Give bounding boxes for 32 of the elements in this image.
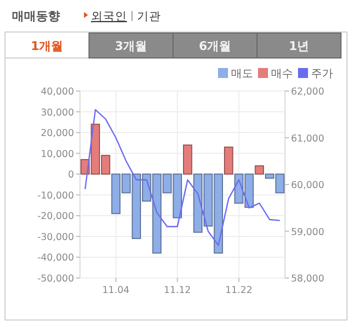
y-tick-label: 0 (68, 170, 74, 181)
text: 6개월 (198, 39, 232, 53)
legend-label: 매수 (271, 67, 293, 80)
y-tick-label: 20,000 (40, 128, 74, 140)
legend-label: 주가 (311, 67, 333, 80)
bar (254, 165, 264, 175)
bar (224, 146, 234, 175)
y2-tick-label: 62,000 (291, 86, 324, 98)
x-tick-label: 11.12 (164, 285, 191, 296)
chart-title: 매매동향 (12, 9, 60, 23)
x-tick-label: 11.22 (225, 285, 252, 296)
x-tick-label: 11.04 (102, 285, 130, 296)
y-tick-label: 40,000 (40, 86, 74, 98)
legend-label: 매도 (231, 67, 253, 80)
bar (183, 144, 192, 175)
y2-tick-label: 60,000 (291, 180, 324, 191)
y-tick-label: 10,000 (40, 148, 74, 160)
y2-tick-label: 61,000 (291, 133, 324, 144)
text: 기관 (137, 9, 161, 23)
text: 3개월 (114, 39, 148, 53)
y-tick-label: -50,000 (37, 274, 74, 284)
text: 1개월 (30, 39, 64, 53)
y-tick-label: -40,000 (37, 252, 74, 264)
line-series (84, 109, 281, 246)
y-tick-label: -10,000 (37, 190, 74, 202)
y-tick-label: 30,000 (40, 107, 74, 118)
y-tick-label: -30,000 (37, 232, 74, 243)
y2-tick-label: 59,000 (291, 226, 324, 238)
text: 외국인 (91, 9, 127, 23)
y-tick-label: -20,000 (37, 211, 74, 222)
text: 1년 (288, 39, 310, 53)
y2-tick-label: 58,000 (291, 274, 324, 284)
